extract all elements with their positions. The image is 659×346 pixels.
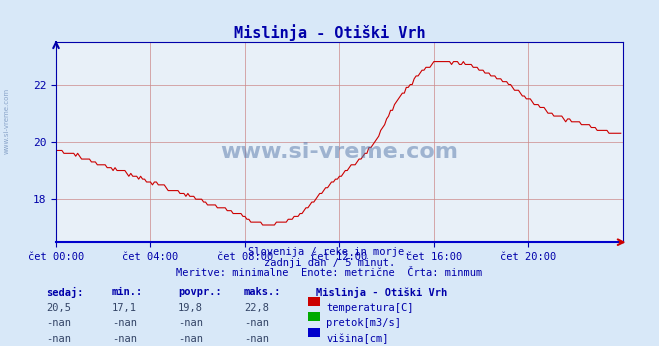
Text: -nan: -nan <box>178 318 203 328</box>
Text: zadnji dan / 5 minut.: zadnji dan / 5 minut. <box>264 258 395 268</box>
Text: www.si-vreme.com: www.si-vreme.com <box>3 88 10 154</box>
Text: -nan: -nan <box>112 318 137 328</box>
Text: 22,8: 22,8 <box>244 303 269 313</box>
Text: maks.:: maks.: <box>244 287 281 297</box>
Text: višina[cm]: višina[cm] <box>326 334 389 344</box>
Text: temperatura[C]: temperatura[C] <box>326 303 414 313</box>
Text: Mislinja - Otiški Vrh: Mislinja - Otiški Vrh <box>316 287 447 298</box>
Text: pretok[m3/s]: pretok[m3/s] <box>326 318 401 328</box>
Text: www.si-vreme.com: www.si-vreme.com <box>220 142 459 162</box>
Text: -nan: -nan <box>178 334 203 344</box>
Text: -nan: -nan <box>244 334 269 344</box>
Text: -nan: -nan <box>46 334 71 344</box>
Text: 17,1: 17,1 <box>112 303 137 313</box>
Text: 19,8: 19,8 <box>178 303 203 313</box>
Text: povpr.:: povpr.: <box>178 287 221 297</box>
Text: sedaj:: sedaj: <box>46 287 84 298</box>
Text: -nan: -nan <box>46 318 71 328</box>
Text: min.:: min.: <box>112 287 143 297</box>
Text: -nan: -nan <box>112 334 137 344</box>
Text: Mislinja - Otiški Vrh: Mislinja - Otiški Vrh <box>234 24 425 41</box>
Text: -nan: -nan <box>244 318 269 328</box>
Text: Slovenija / reke in morje.: Slovenija / reke in morje. <box>248 247 411 257</box>
Text: Meritve: minimalne  Enote: metrične  Črta: minmum: Meritve: minimalne Enote: metrične Črta:… <box>177 268 482 278</box>
Text: 20,5: 20,5 <box>46 303 71 313</box>
